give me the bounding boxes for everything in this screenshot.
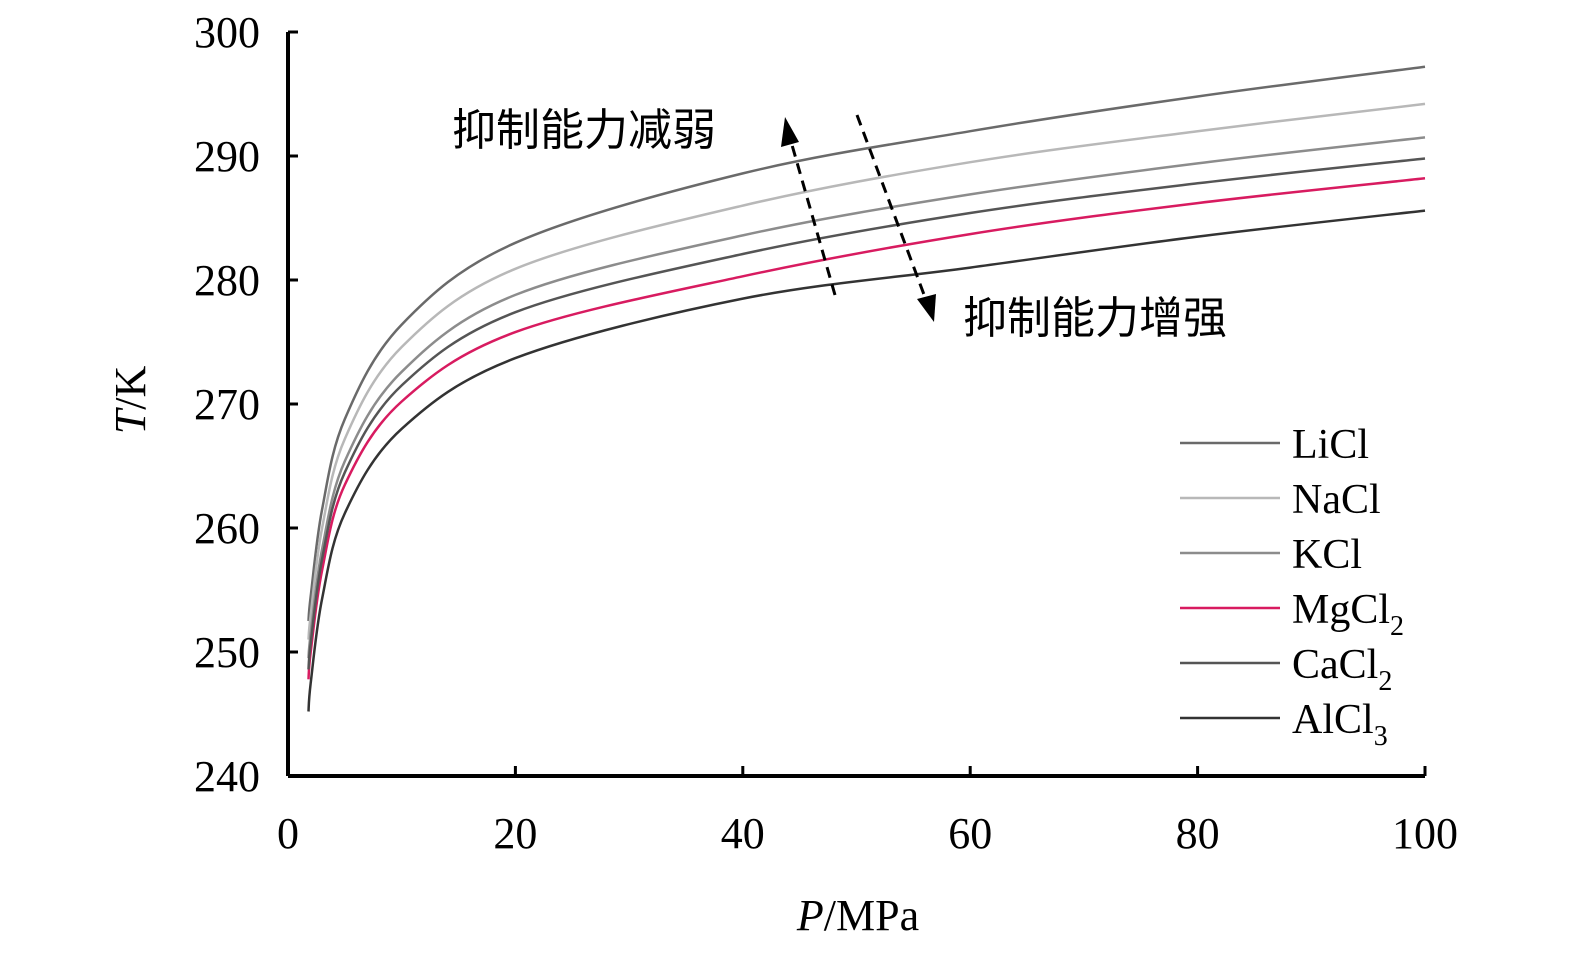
series-line-kcl [307,136,1426,659]
x-tick-label: 60 [948,809,992,858]
axes: 0 20 40 60 80 100 240 250 260 270 280 290 300 [194,8,1458,858]
annotations: 抑制能力减弱 抑制能力增强 [452,105,1227,344]
strengthen-arrow-shaft [855,114,928,301]
x-axis-label: P/MPa [796,891,919,940]
annotation-strengthen: 抑制能力增强 [963,293,1227,344]
x-tick-label: 100 [1392,809,1458,858]
series-line-cacl2 [307,157,1426,670]
y-tick-label: 240 [194,752,260,801]
weaken-arrow-shaft [788,137,837,296]
series-group [307,65,1426,712]
legend-label: LiCl [1292,422,1369,468]
x-tick-label: 20 [493,809,537,858]
legend-label: MgCl2 [1292,587,1404,642]
legend-label: AlCl3 [1292,697,1388,752]
y-tick-label: 290 [194,132,260,181]
legend-label: CaCl2 [1292,642,1392,697]
series-line-mgcl2 [307,177,1426,680]
x-tick-label: 0 [277,809,299,858]
strengthen-arrowhead [917,294,936,322]
y-tick-label: 270 [194,380,260,429]
weaken-arrowhead [781,117,799,147]
y-axis-label: T/K [106,366,155,435]
y-tick-label: 260 [194,504,260,553]
series-line-nacl [307,102,1426,640]
y-tick-label: 280 [194,256,260,305]
x-tick-label: 80 [1176,809,1220,858]
series-line-alcl3 [307,209,1426,712]
y-tick-label: 300 [194,8,260,57]
annotation-weaken: 抑制能力减弱 [452,105,716,156]
series-line-licl [307,65,1426,622]
legend-label: KCl [1292,532,1362,578]
x-tick-label: 40 [721,809,765,858]
y-tick-label: 250 [194,628,260,677]
legend-label: NaCl [1292,477,1381,523]
